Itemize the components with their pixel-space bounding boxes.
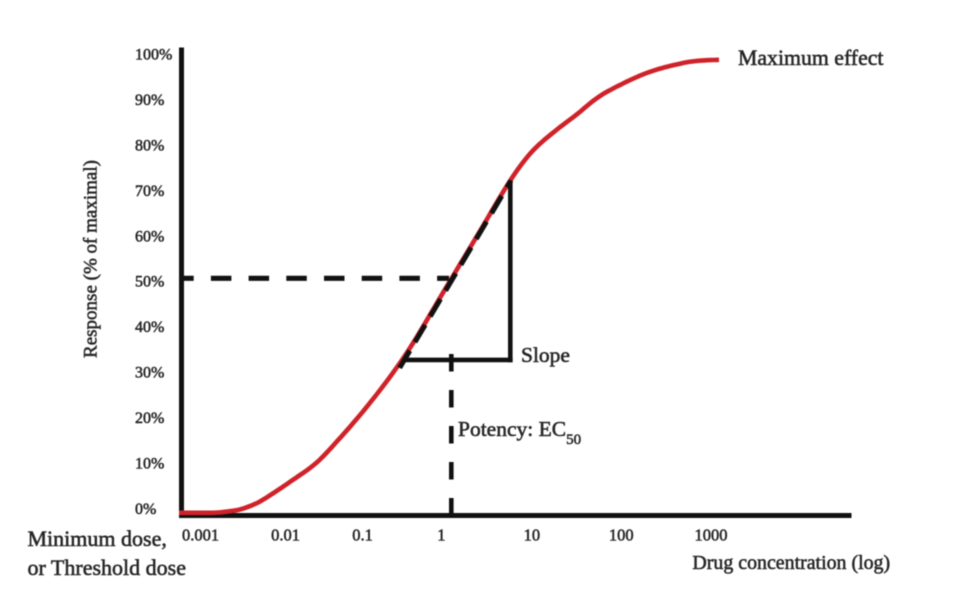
- svg-text:80%: 80%: [135, 138, 164, 155]
- svg-text:or Threshold dose: or Threshold dose: [28, 555, 186, 580]
- svg-text:90%: 90%: [135, 92, 164, 109]
- svg-text:Drug concentration (log): Drug concentration (log): [692, 552, 890, 574]
- svg-text:70%: 70%: [135, 183, 164, 200]
- svg-text:Potency: EC50: Potency: EC50: [458, 417, 581, 448]
- svg-text:10: 10: [524, 525, 541, 544]
- svg-text:30%: 30%: [135, 365, 164, 382]
- svg-text:0.001: 0.001: [182, 525, 219, 544]
- svg-text:40%: 40%: [135, 319, 164, 336]
- svg-text:60%: 60%: [135, 228, 164, 245]
- svg-text:Response (% of maximal): Response (% of maximal): [81, 160, 102, 358]
- svg-text:100: 100: [609, 525, 634, 544]
- svg-text:20%: 20%: [135, 410, 164, 427]
- svg-text:0%: 0%: [135, 501, 156, 518]
- svg-text:50%: 50%: [135, 274, 164, 291]
- svg-text:Minimum dose,: Minimum dose,: [28, 526, 167, 551]
- svg-text:Slope: Slope: [521, 343, 570, 367]
- svg-text:1: 1: [437, 525, 445, 544]
- svg-text:10%: 10%: [135, 455, 164, 472]
- svg-text:0.01: 0.01: [271, 525, 300, 544]
- svg-text:100%: 100%: [135, 47, 172, 64]
- svg-text:Maximum effect: Maximum effect: [738, 46, 883, 70]
- svg-text:0.1: 0.1: [352, 525, 373, 544]
- svg-text:1000: 1000: [695, 525, 728, 544]
